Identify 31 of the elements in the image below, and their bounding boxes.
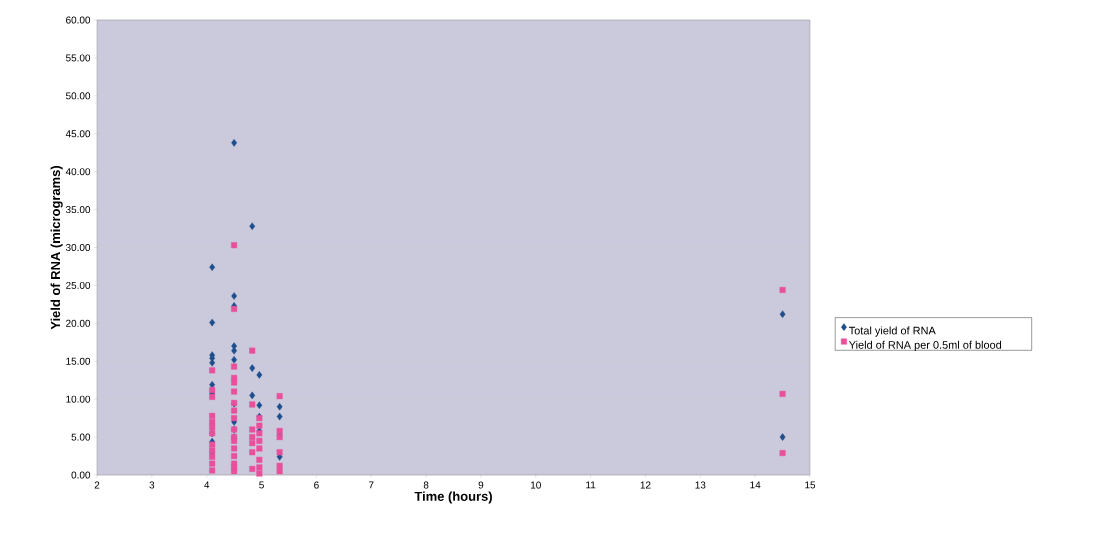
- legend-label: Total yield of RNA: [848, 326, 936, 337]
- legend-label: Yield of RNA per 0.5ml of blood: [848, 340, 1002, 351]
- x-tick-label: 3: [149, 481, 155, 489]
- x-tick-label: 7: [368, 481, 374, 489]
- y-tick-label: 25.00: [66, 281, 91, 289]
- x-tick-label: 6: [314, 481, 319, 489]
- y-tick-label: 45.00: [65, 130, 91, 138]
- x-tick-label: 14: [750, 481, 761, 489]
- y-tick-label: 30.00: [65, 243, 91, 252]
- x-tick-label: 9: [478, 481, 484, 489]
- x-tick-label: 5: [259, 481, 264, 489]
- x-tick-label: 10: [531, 481, 541, 489]
- y-tick-label: 10.00: [66, 395, 91, 403]
- x-tick-label: 13: [695, 481, 706, 489]
- x-axis-title: Time (hours): [414, 491, 492, 504]
- y-tick-label: 15.00: [66, 357, 91, 365]
- y-tick-label: 35.00: [65, 206, 91, 214]
- y-tick-label: 60.00: [66, 16, 91, 24]
- x-tick-label: 4: [204, 481, 210, 489]
- x-tick-label: 12: [640, 481, 651, 489]
- x-tick-label: 8: [423, 481, 429, 489]
- x-tick-label: 15: [805, 481, 816, 489]
- y-tick-label: 50.00: [65, 92, 91, 100]
- x-tick-label: 11: [586, 481, 596, 489]
- y-tick-label: 20.00: [66, 319, 91, 327]
- y-axis-title: Yield of RNA (micrograms): [50, 166, 63, 330]
- x-tick-label: 2: [94, 481, 100, 489]
- y-tick-label: 55.00: [65, 54, 91, 62]
- y-tick-label: 5.00: [71, 433, 91, 441]
- y-tick-label: 0.00: [71, 471, 91, 479]
- y-tick-label: 40.00: [65, 168, 91, 176]
